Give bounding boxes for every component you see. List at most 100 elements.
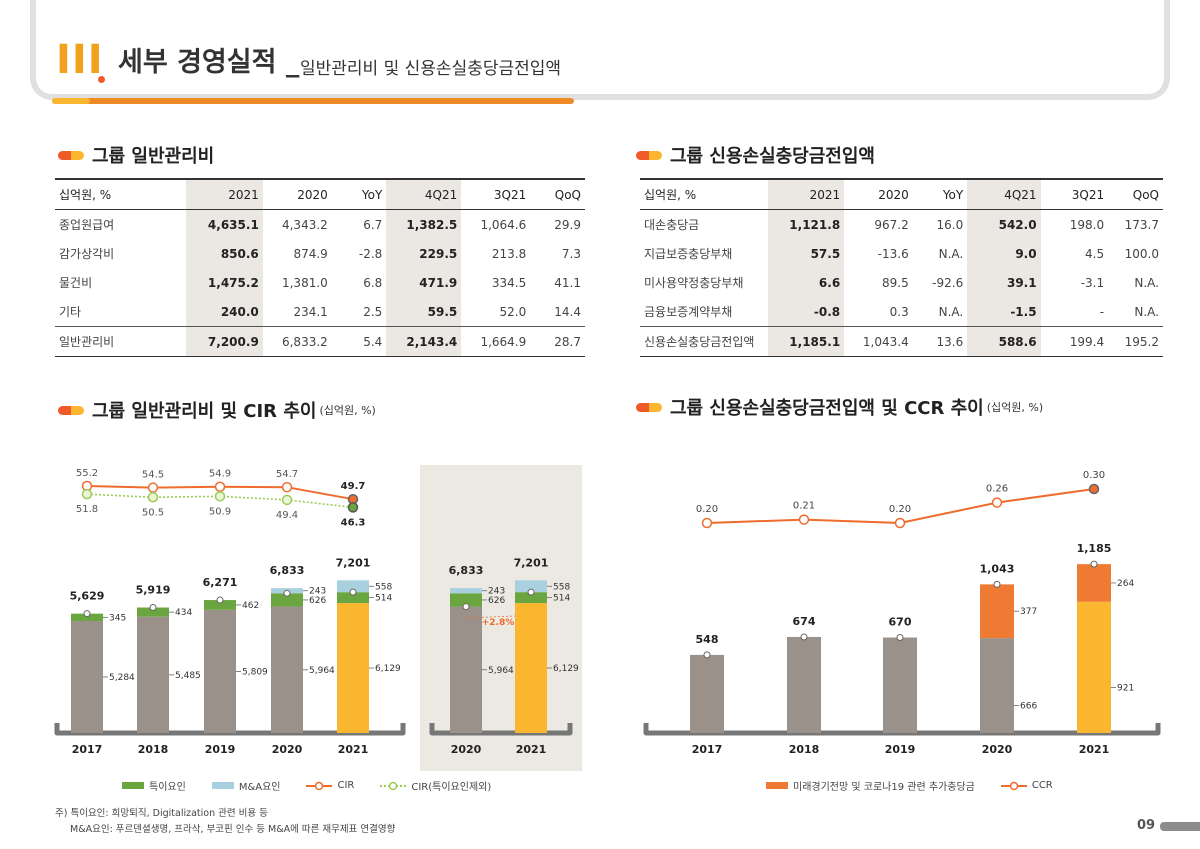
cell-value: 234.1: [293, 304, 328, 319]
bar-special: [71, 613, 103, 621]
table-row: 대손충당금 1,121.8 967.2 16.0 542.0 198.0 173.7: [640, 209, 1163, 239]
cell-value: 1,382.5: [386, 209, 462, 239]
comparison-bar-special: [515, 592, 547, 604]
bullet-pill-icon: [58, 150, 84, 160]
cell-value: 7.3: [561, 246, 581, 261]
table1-header-3: YoY: [331, 178, 387, 210]
x-tick-label: 2018: [138, 743, 169, 756]
cell-value: N.A.: [938, 246, 964, 261]
provision-x-tick-label: 2020: [982, 743, 1013, 756]
provision-bar-base: [883, 637, 917, 733]
provision-top-marker: [703, 651, 711, 659]
header-accent-bar: [52, 98, 574, 104]
ccr-point: [701, 517, 713, 529]
bar-base: [137, 616, 169, 733]
cell-value: 4.5: [1085, 246, 1105, 261]
provision-extra-label: 377: [1020, 607, 1037, 617]
table2-header-4: 4Q21: [967, 178, 1041, 210]
table-row: 일반관리비 7,200.9 6,833.2 5.4 2,143.4 1,664.9 28.7: [55, 326, 585, 357]
cell-value: 1,121.8: [767, 209, 845, 239]
bullet-pill-icon: [58, 405, 84, 415]
cell-value: 28.7: [530, 326, 585, 357]
cell-value: 1,475.2: [185, 268, 263, 297]
roman-dot-icon: [98, 76, 105, 83]
cell-value: N.A.: [938, 304, 964, 319]
cell-value: 1,185.1: [767, 326, 845, 357]
comparison-total-label: 7,201: [514, 556, 549, 569]
cell-value: 100.0: [1124, 246, 1159, 261]
table-row: 기타 240.0 234.1 2.5 59.5 52.0 14.4: [55, 297, 585, 327]
bar-ma-label: 243: [309, 587, 326, 597]
x-axis-comparison: [429, 723, 573, 736]
provision-x-tick-label: 2018: [789, 743, 820, 756]
cell-value: 6.7: [363, 217, 383, 232]
ccr-point: [1088, 483, 1100, 495]
cir-ex-label: 46.3: [341, 517, 366, 528]
row-label: 종업원급여: [59, 218, 115, 232]
cir-point: [147, 482, 159, 493]
cir-ex-point: [281, 494, 293, 506]
footnote-line1: 주) 특이요인: 희망퇴직, Digitalization 관련 비용 등: [55, 808, 268, 819]
bullet-pill-icon: [636, 402, 662, 412]
comparison-total-label: 6,833: [449, 564, 484, 577]
cell-value: 2,143.4: [386, 326, 462, 357]
cir-ex-point: [347, 502, 359, 513]
row-label: 미사용약정충당부채: [644, 276, 744, 290]
cell-value: 39.1: [967, 268, 1041, 297]
cir-point: [281, 481, 293, 493]
cell-value: 542.0: [967, 209, 1041, 239]
section-title-ccr-label: 그룹 신용손실충당금전입액 및 CCR 추이: [670, 398, 984, 419]
comparison-base-label: 6,129: [553, 664, 579, 674]
sga-table: 십억원, % 2021 2020 YoY 4Q21 3Q21 QoQ 종업원급여 4,635.1…: [55, 178, 585, 357]
provision-top-marker: [800, 633, 808, 641]
cell-value: 29.9: [554, 217, 581, 232]
cir-point: [214, 481, 226, 492]
cell-value: 967.2: [874, 217, 909, 232]
cell-value: -0.8: [767, 297, 845, 327]
cir-ex-label: 50.5: [142, 507, 164, 518]
ccr-label: 0.26: [986, 484, 1008, 495]
provision-total-label: 1,185: [1077, 542, 1112, 555]
legend-item-ccr: CCR: [1000, 780, 1053, 791]
cell-value: 850.6: [185, 239, 263, 268]
cell-value: N.A.: [1134, 275, 1159, 290]
page-subtitle: 일반관리비 및 신용손실충당금전입액: [300, 59, 562, 79]
ccr-label: 0.21: [793, 501, 815, 512]
provision-bar-base: [1077, 601, 1111, 733]
section-unit-cir: (십억원, %): [319, 404, 376, 417]
provision-bar-base: [690, 654, 724, 733]
table-row: 물건비 1,475.2 1,381.0 6.8 471.9 334.5 41.1: [55, 268, 585, 297]
cell-value: 57.5: [767, 239, 845, 268]
cell-value: 13.6: [912, 326, 968, 357]
cell-value: 229.5: [386, 239, 462, 268]
table2-header-2: 2020: [844, 178, 913, 210]
cir-label: 54.9: [209, 469, 231, 480]
ccr-point: [894, 517, 906, 529]
legend-item-cir-ex: CIR(특이요인제외): [380, 778, 491, 793]
comparison-marker: [527, 588, 535, 596]
bar-total-label: 6,271: [203, 576, 238, 589]
cell-value: 41.1: [554, 275, 581, 290]
table1-header-6: QoQ: [530, 178, 585, 210]
table-row: 신용손실충당금전입액 1,185.1 1,043.4 13.6 588.6 199.4 19…: [640, 326, 1163, 357]
comparison-base-label: 5,964: [488, 666, 514, 676]
comparison-bar-ma: [515, 580, 547, 593]
x-tick-label: 2017: [72, 743, 103, 756]
ccr-label: 0.20: [696, 504, 718, 515]
provision-table: 십억원, % 2021 2020 YoY 4Q21 3Q21 QoQ 대손충당금 1,121.8…: [640, 178, 1163, 357]
cell-value: 0.3: [889, 304, 909, 319]
section-title-sga-label: 그룹 일반관리비: [92, 146, 215, 167]
cell-value: 52.0: [499, 304, 527, 319]
cell-value: 1,064.6: [480, 217, 527, 232]
cell-value: 5.4: [331, 326, 387, 357]
table1-header-2: 2020: [262, 178, 332, 210]
bar-base-label: 5,964: [309, 666, 335, 676]
cell-value: -92.6: [932, 275, 964, 290]
cell-value: 14.4: [554, 304, 581, 319]
bar-total-label: 5,919: [136, 584, 171, 597]
table1-header-0: 십억원, %: [55, 178, 186, 210]
table1-header-5: 3Q21: [461, 178, 531, 210]
provision-top-marker: [993, 580, 1001, 588]
section-title-cir: 그룹 일반관리비 및 CIR 추이 (십억원, %): [58, 397, 376, 423]
